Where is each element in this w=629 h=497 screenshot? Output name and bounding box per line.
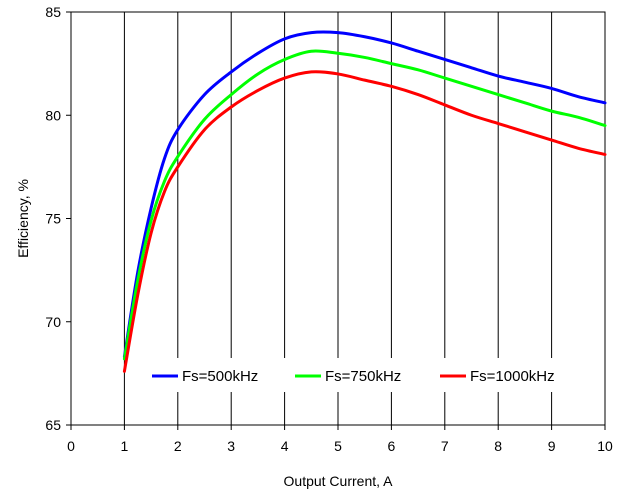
series-line-3 [122,70,607,373]
series-line-1 [122,30,607,359]
x-tick-label: 3 [227,438,235,454]
legend-label: Fs=750kHz [325,368,401,385]
series-lines [122,30,607,373]
x-tick-label: 8 [494,438,502,454]
legend-box [140,358,588,392]
series-line-2 [122,49,607,361]
x-tick-label: 9 [548,438,556,454]
grid-lines [123,12,553,425]
legend-label: Fs=1000kHz [470,368,555,385]
y-tick-label: 65 [45,417,61,433]
legend: Fs=500kHz Fs=750kHz Fs=1000kHz [152,368,555,385]
axis-ticks: 0 1 2 3 4 5 6 7 8 9 10 65 70 75 80 85 [45,4,613,454]
x-tick-label: 2 [174,438,182,454]
y-tick-label: 85 [45,4,61,20]
y-tick-label: 75 [45,211,61,227]
x-axis-title: Output Current, A [284,473,394,489]
x-tick-label: 6 [388,438,396,454]
y-tick-label: 70 [45,314,61,330]
x-tick-label: 5 [334,438,342,454]
x-tick-label: 10 [597,438,613,454]
x-tick-label: 0 [67,438,75,454]
y-axis-title: Efficiency, % [15,179,31,258]
x-tick-label: 4 [281,438,289,454]
legend-label: Fs=500kHz [182,368,258,385]
x-tick-label: 7 [441,438,449,454]
y-tick-label: 80 [45,107,61,123]
x-tick-label: 1 [121,438,129,454]
